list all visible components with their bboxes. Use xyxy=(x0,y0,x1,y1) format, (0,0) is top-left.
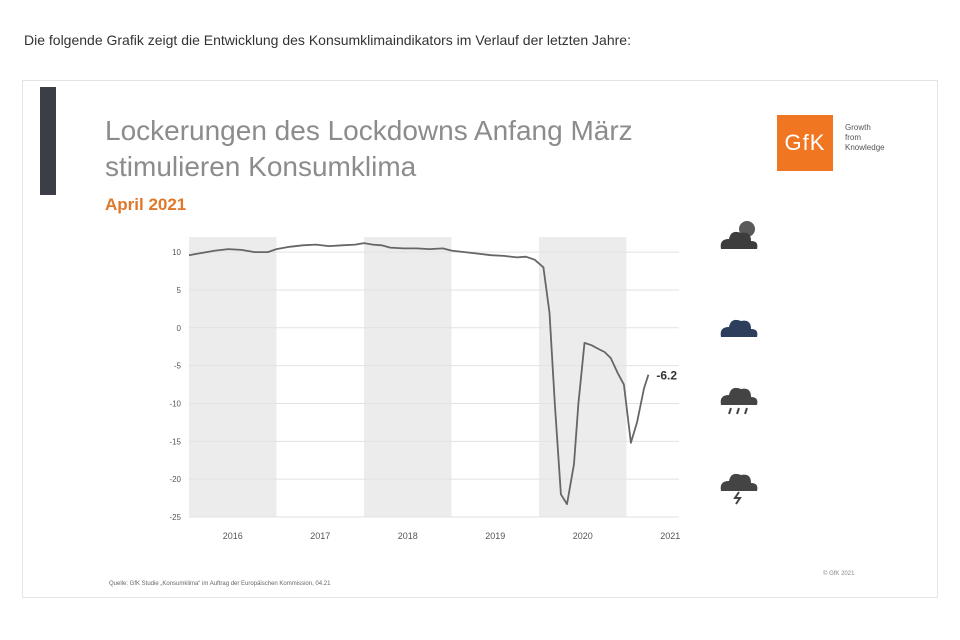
y-tick-label: -5 xyxy=(174,362,182,371)
storm-cloud-icon xyxy=(720,473,758,505)
line-chart: 10 5 0 -5 -10 -15 -20 -25 2016 2017 2018 2019 2020 20… xyxy=(169,237,680,541)
y-tick-label: 0 xyxy=(177,324,182,333)
chart-subtitle: April 2021 xyxy=(105,195,187,214)
logo-tagline-line: Growth xyxy=(845,123,871,132)
y-tick-label: 5 xyxy=(177,286,182,295)
y-tick-label: -15 xyxy=(169,437,181,446)
intro-text: Die folgende Grafik zeigt die Entwicklun… xyxy=(24,32,631,48)
chart-title-line-1: Lockerungen des Lockdowns Anfang März xyxy=(105,115,633,146)
y-tick-label: 10 xyxy=(172,248,181,257)
x-tick-label: 2020 xyxy=(573,531,593,541)
rain-cloud-icon xyxy=(720,387,758,415)
accent-bar xyxy=(40,87,56,195)
chart-title: Lockerungen des Lockdowns Anfang März st… xyxy=(105,113,725,185)
x-tick-label: 2017 xyxy=(310,531,330,541)
gfk-logo: GfK xyxy=(777,115,833,171)
y-tick-label: -25 xyxy=(169,513,181,522)
year-shade-band xyxy=(539,237,627,517)
end-value-label: -6.2 xyxy=(656,369,677,383)
logo-tagline: Growth from Knowledge xyxy=(845,123,915,153)
year-shade-band xyxy=(364,237,452,517)
y-tick-label: -10 xyxy=(169,399,181,408)
chart-card: Lockerungen des Lockdowns Anfang März st… xyxy=(22,80,938,598)
year-shade-band xyxy=(189,237,277,517)
logo-tagline-line: Knowledge xyxy=(845,143,885,152)
y-tick-label: -20 xyxy=(169,475,181,484)
logo-tagline-line: from xyxy=(845,133,861,142)
cloud-icon xyxy=(720,319,758,337)
series-line xyxy=(188,242,650,506)
chart-title-line-2: stimulieren Konsumklima xyxy=(105,151,417,182)
x-tick-label: 2016 xyxy=(223,531,243,541)
sun-cloud-icon xyxy=(720,221,758,249)
source-note: Quelle: GfK Studie „Konsumklima“ im Auft… xyxy=(109,581,331,587)
x-tick-label: 2021 xyxy=(660,531,680,541)
copyright-note: © GfK 2021 xyxy=(823,571,855,577)
x-tick-label: 2019 xyxy=(485,531,505,541)
x-tick-label: 2018 xyxy=(398,531,418,541)
